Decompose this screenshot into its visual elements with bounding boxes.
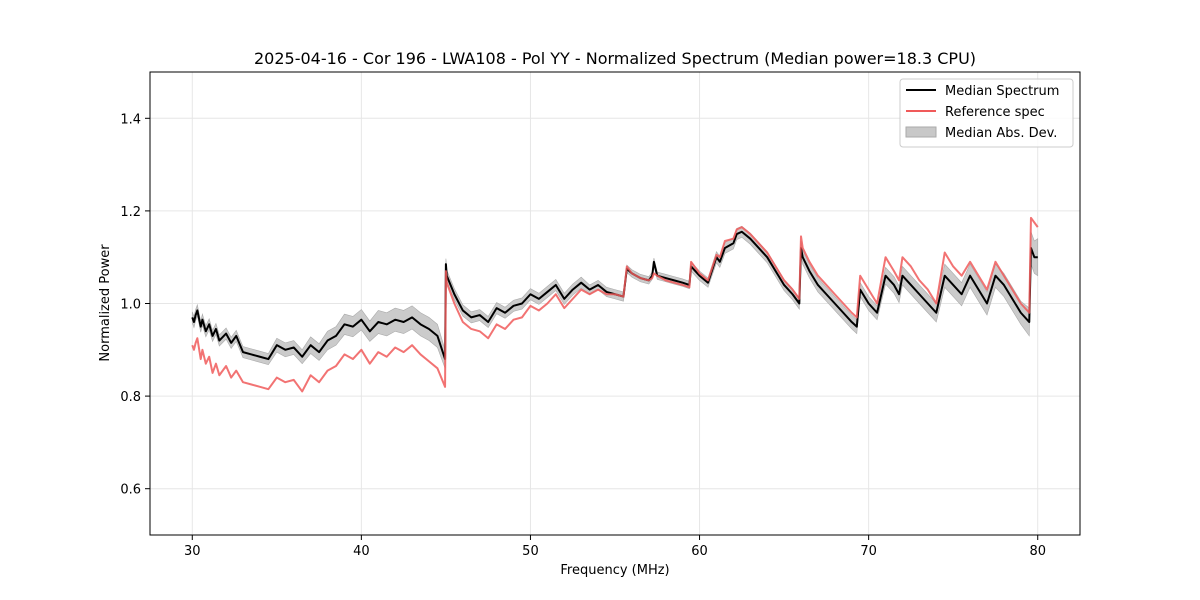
x-tick-label: 50 xyxy=(522,544,539,559)
y-tick-label: 1.0 xyxy=(120,298,141,313)
x-tick-label: 60 xyxy=(691,544,708,559)
y-tick-label: 0.6 xyxy=(120,483,141,498)
y-tick-label: 1.4 xyxy=(120,112,141,127)
series-lines xyxy=(191,216,1039,393)
legend-box xyxy=(899,78,1074,148)
x-axis-label: Frequency (MHz) xyxy=(560,563,669,578)
y-axis-ticks: 0.6 0.8 1.0 1.2 1.4 xyxy=(120,112,150,498)
legend-mad-label: Median Abs. Dev. xyxy=(945,126,1057,141)
reference-spectrum-line xyxy=(191,216,1039,393)
x-tick-label: 70 xyxy=(860,544,877,559)
y-axis-label: Normalized Power xyxy=(98,244,113,362)
legend-mad-swatch xyxy=(905,126,937,138)
y-tick-label: 0.8 xyxy=(120,390,141,405)
x-tick-label: 80 xyxy=(1029,544,1046,559)
y-tick-label: 1.2 xyxy=(120,205,141,220)
legend-reference-label: Reference spec xyxy=(945,105,1045,120)
legend-median-label: Median Spectrum xyxy=(945,84,1059,99)
x-axis-ticks: 30 40 50 60 70 80 xyxy=(184,535,1046,559)
chart-title: 2025-04-16 - Cor 196 - LWA108 - Pol YY -… xyxy=(254,49,976,68)
x-tick-label: 40 xyxy=(353,544,370,559)
legend: Median Spectrum Reference spec Median Ab… xyxy=(899,78,1074,148)
x-tick-label: 30 xyxy=(184,544,201,559)
